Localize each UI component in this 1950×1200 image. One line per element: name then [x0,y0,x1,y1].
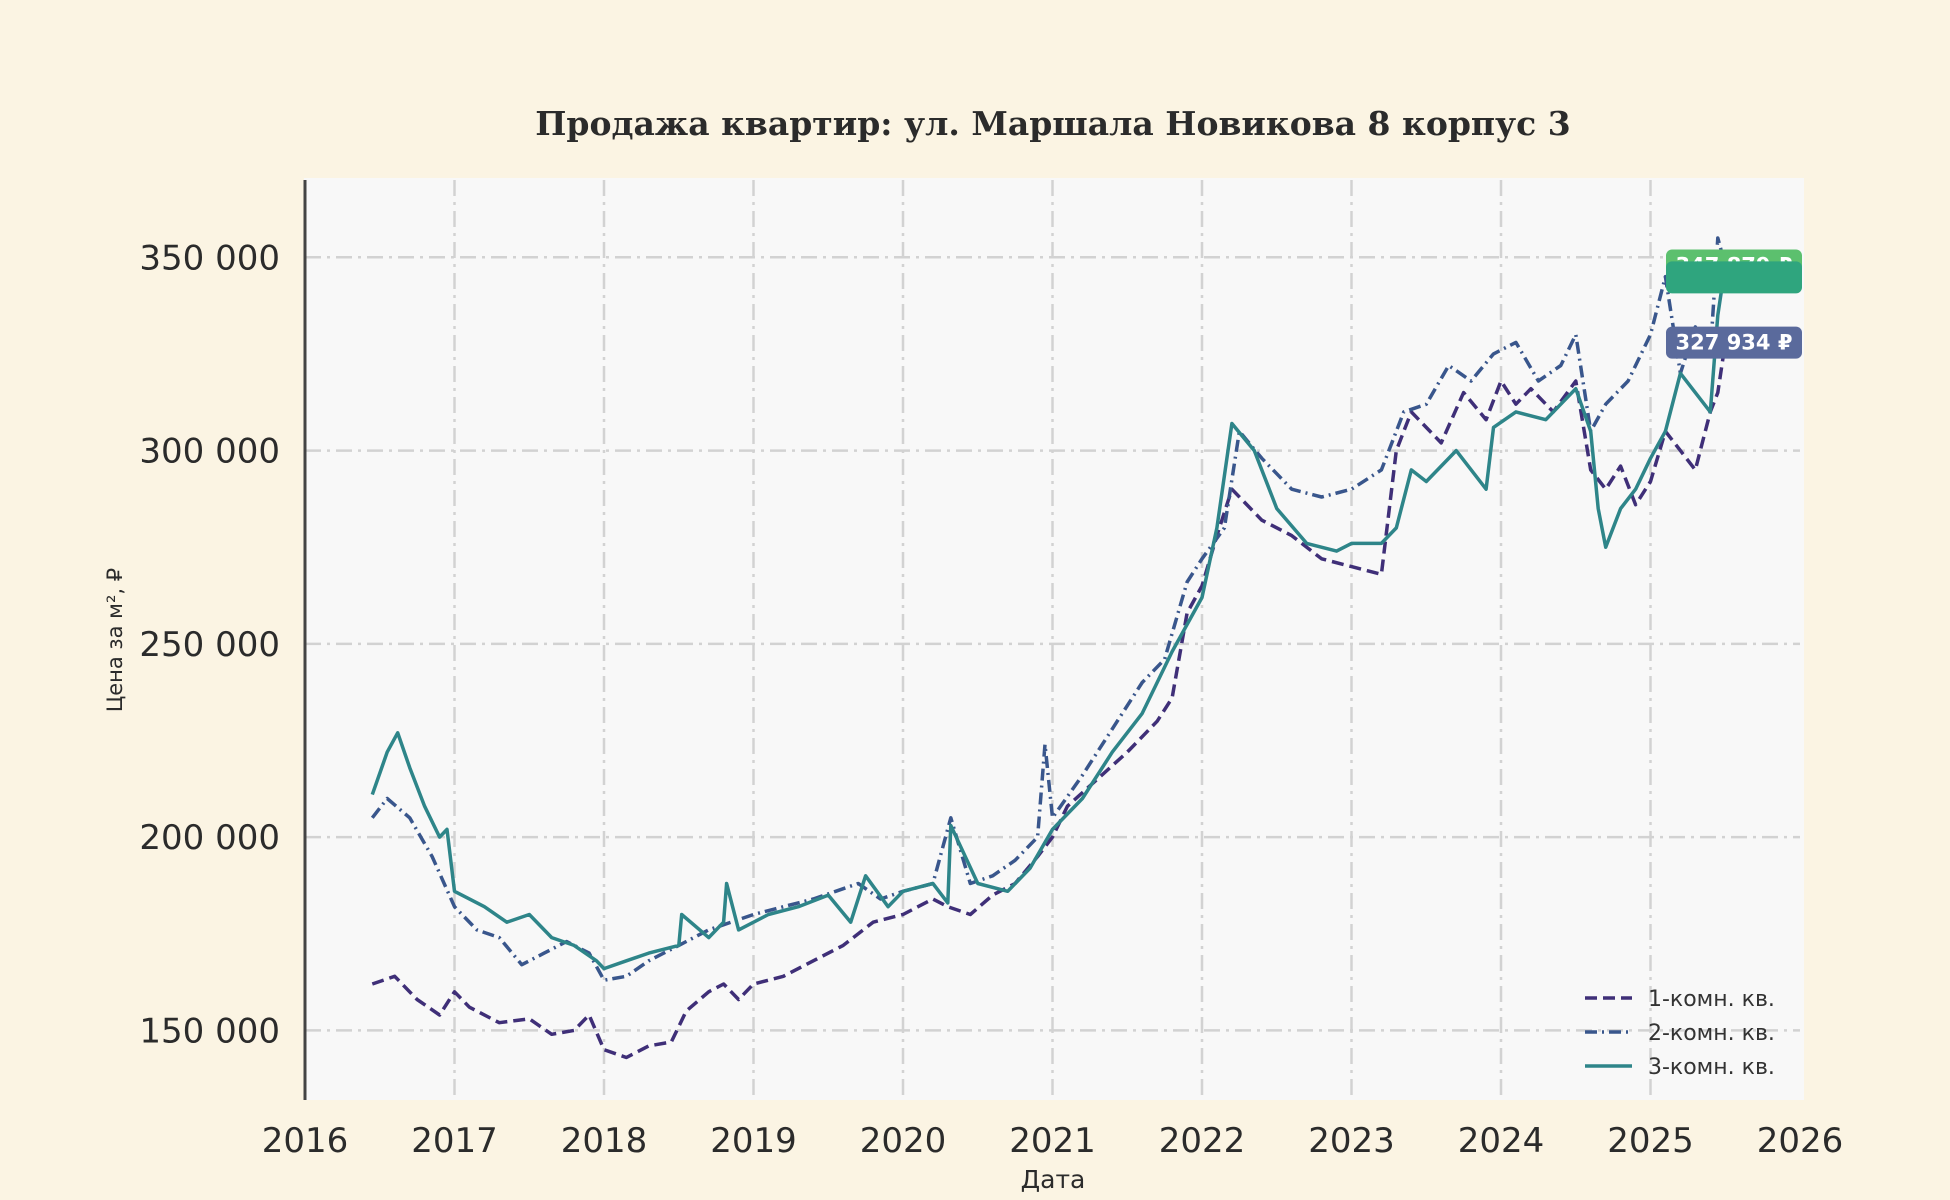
legend-label: 3-комн. кв. [1648,1055,1775,1080]
x-tick-label: 2020 [860,1121,947,1161]
series-line [370,264,1728,971]
x-tick-label: 2026 [1757,1121,1844,1161]
end-value-label: 327 934 ₽ [1676,331,1793,355]
legend: 1-комн. кв. 2-комн. кв. 3-комн. кв. [1585,987,1775,1080]
x-tick-label: 2025 [1607,1121,1694,1161]
y-tick-label: 250 000 [139,625,280,665]
x-tick-label: 2023 [1308,1121,1395,1161]
x-tick-label: 2016 [262,1121,349,1161]
x-axis-label: Дата [1021,1165,1086,1194]
series-line [371,342,1728,1060]
x-tick-label: 2018 [561,1121,648,1161]
x-tick-label: 2019 [710,1121,797,1161]
tick-labels: 2016 2017 2018 2019 2020 2021 2022 2023 2024 2025… [139,238,1843,1161]
y-tick-label: 150 000 [139,1011,280,1051]
y-axis-label: Цена за м², ₽ [103,568,127,712]
end-value-badge [1666,326,1802,359]
legend-label: 2-комн. кв. [1648,1021,1775,1046]
legend-label: 1-комн. кв. [1648,987,1775,1012]
x-tick-label: 2021 [1009,1121,1096,1161]
x-tick-label: 2022 [1159,1121,1246,1161]
series-layer [370,236,1728,1060]
series-line [370,236,1727,982]
y-tick-label: 350 000 [139,238,280,278]
plot-area [304,178,1804,1100]
end-value-badge [1666,261,1802,294]
x-tick-label: 2017 [411,1121,498,1161]
y-tick-label: 300 000 [139,432,280,472]
x-tick-label: 2024 [1458,1121,1545,1161]
end-value-labels: 347 879 ₽327 934 ₽ [1666,249,1802,359]
y-tick-label: 200 000 [139,818,280,858]
chart-title: Продажа квартир: ул. Маршала Новикова 8 … [535,104,1570,143]
